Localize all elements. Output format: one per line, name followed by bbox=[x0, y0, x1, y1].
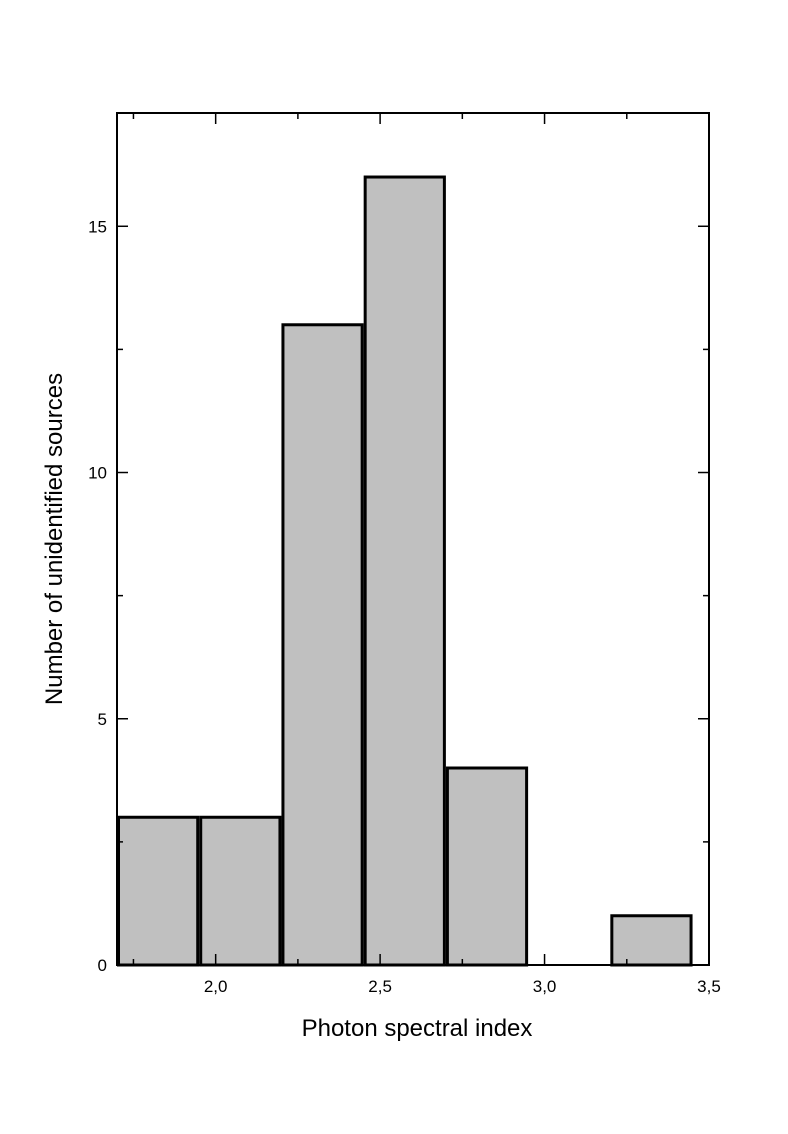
ticks-group bbox=[117, 113, 710, 966]
histogram-bar-3 bbox=[363, 175, 446, 967]
histogram-bar-0 bbox=[117, 815, 200, 967]
plot-frame bbox=[116, 112, 710, 966]
x-tick-label-0: 2,0 bbox=[204, 977, 228, 996]
y-tick-label-1: 5 bbox=[98, 710, 107, 729]
histogram-bar-4 bbox=[445, 766, 529, 967]
x-tick-label-2: 3,0 bbox=[533, 977, 557, 996]
histogram-bar-1 bbox=[199, 815, 282, 967]
tick-labels-group: 2,0 2,5 3,0 3,5 0 5 10 15 bbox=[88, 217, 721, 996]
y-axis-label: Number of unidentified sources bbox=[41, 373, 68, 705]
bars-group bbox=[117, 175, 693, 967]
histogram-bar-6 bbox=[610, 914, 693, 967]
histogram-bar-2 bbox=[281, 323, 364, 967]
x-axis-label: Photon spectral index bbox=[302, 1015, 533, 1042]
y-tick-label-2: 10 bbox=[88, 464, 107, 483]
y-tick-label-3: 15 bbox=[88, 217, 107, 236]
x-tick-label-3: 3,5 bbox=[697, 977, 721, 996]
y-tick-label-0: 0 bbox=[98, 956, 107, 975]
x-tick-label-1: 2,5 bbox=[368, 977, 392, 996]
